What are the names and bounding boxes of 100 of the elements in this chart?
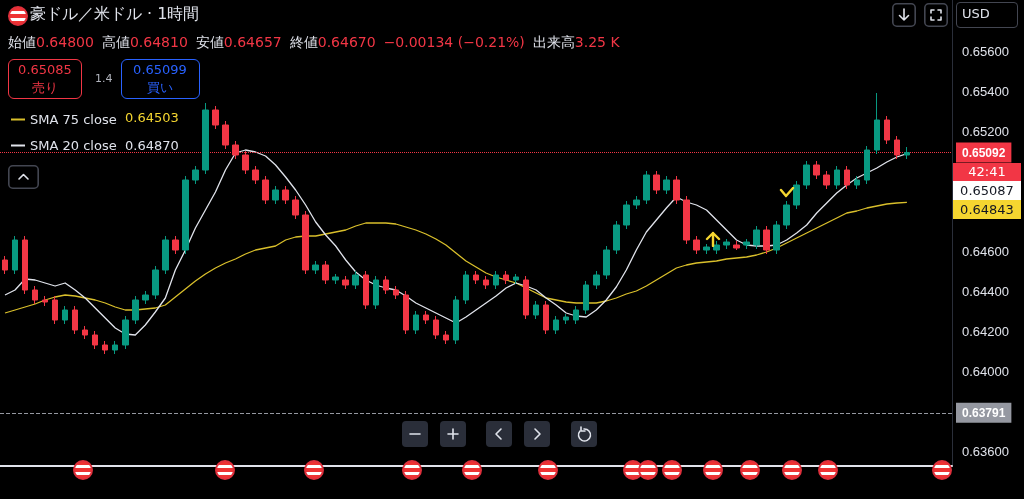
candlestick [373,275,379,310]
candlestick [683,195,690,245]
annotation: 出来高 [532,34,575,52]
candlestick [673,175,680,205]
candlestick [212,105,219,130]
candlestick [322,260,329,285]
candlestick [272,185,279,205]
annotation: 高値 [101,34,130,52]
candlestick [844,165,850,190]
annotation: 0.64810 [129,34,188,52]
annotation: 0.65085 [17,62,73,77]
annotation: 安値 [195,34,224,52]
candlestick [723,238,730,250]
candlestick [292,195,299,220]
candlestick [583,280,589,315]
candlestick [182,175,189,255]
candlestick [553,315,559,335]
candlestick [904,146,910,160]
candlestick [383,275,389,295]
candlestick [222,120,229,150]
candlestick [122,315,129,350]
candlestick [603,245,610,280]
annotation: 0.64870 [125,138,179,153]
line-series [4,201,908,314]
candlestick [403,290,409,335]
y-tick-label: 0.65400 [962,83,1009,99]
annotation: 0.64800 [36,34,94,52]
candlestick [483,275,489,290]
annotation: 買い [146,79,174,97]
candlestick [142,290,149,305]
y-tick-label: 0.65600 [962,43,1009,59]
candlestick [443,330,449,345]
candlestick [2,255,8,275]
candlestick [803,160,810,190]
candlestick [864,145,870,185]
candlestick [42,295,48,307]
candlestick [192,165,199,185]
candlestick [262,175,269,205]
text: 0.64843 [953,199,1021,219]
annotation: 終値 [289,34,318,52]
candlestick [102,340,108,355]
candlestick [854,175,860,190]
legend-label: SMA 75 close [30,112,117,127]
candlestick [783,200,790,230]
candlestick [633,195,640,210]
candlestick [823,170,830,190]
candlestick [342,275,349,290]
candlestick [733,240,740,251]
candlestick [793,180,800,210]
candlestick [172,235,179,255]
candlestick [132,295,139,325]
candlestick [282,185,289,205]
candlestick [743,238,750,250]
candlestick [593,270,600,290]
candlestick [874,92,880,155]
candlestick [82,325,88,340]
candlestick [202,102,209,175]
annotation: 0.64657 [223,34,282,52]
candlestick [693,235,700,255]
annotation: 0.64503 [125,110,179,125]
candlestick [252,165,259,185]
ref-line-label: 0.63791 [962,405,1006,420]
y-tick-label: 0.64200 [962,323,1009,339]
candlestick [393,285,399,300]
annotation: 3.25 K [574,34,620,52]
candlestick [533,300,539,320]
candlestick [703,243,710,255]
candlestick [653,170,660,195]
annotation: −0.00134 (−0.21%) [383,34,525,52]
candlestick [523,275,529,320]
annotation: 売り [31,79,59,97]
candlestick [62,305,68,325]
annotation: 始値 [8,34,36,52]
y-tick-label: 0.65200 [962,123,1009,139]
y-tick-label: 0.63600 [962,443,1009,459]
candlestick [663,175,670,195]
candlestick [152,265,159,300]
candlestick [503,270,509,285]
candlestick [513,273,519,285]
candlestick [312,260,319,275]
candlestick [463,270,469,305]
candlestick [32,285,38,305]
candlestick [52,295,58,325]
candlestick [92,330,98,350]
ref-line-label: 0.65092 [962,145,1006,160]
candlestick [162,235,169,275]
annotation: 1.4 [95,72,113,85]
candlestick [413,310,419,335]
candlestick [884,115,890,145]
candlestick [493,270,499,290]
candlestick [813,160,820,180]
candlestick [112,340,118,355]
candlestick [332,273,339,285]
candlestick [22,235,28,295]
chart-title: 豪ドル／米ドル · 1時間 [30,4,200,25]
legend-label: SMA 20 close [30,138,117,153]
candlestick [352,270,359,290]
y-tick-label: 0.64400 [962,283,1009,299]
text: USD [962,6,990,21]
candlestick [573,305,579,325]
